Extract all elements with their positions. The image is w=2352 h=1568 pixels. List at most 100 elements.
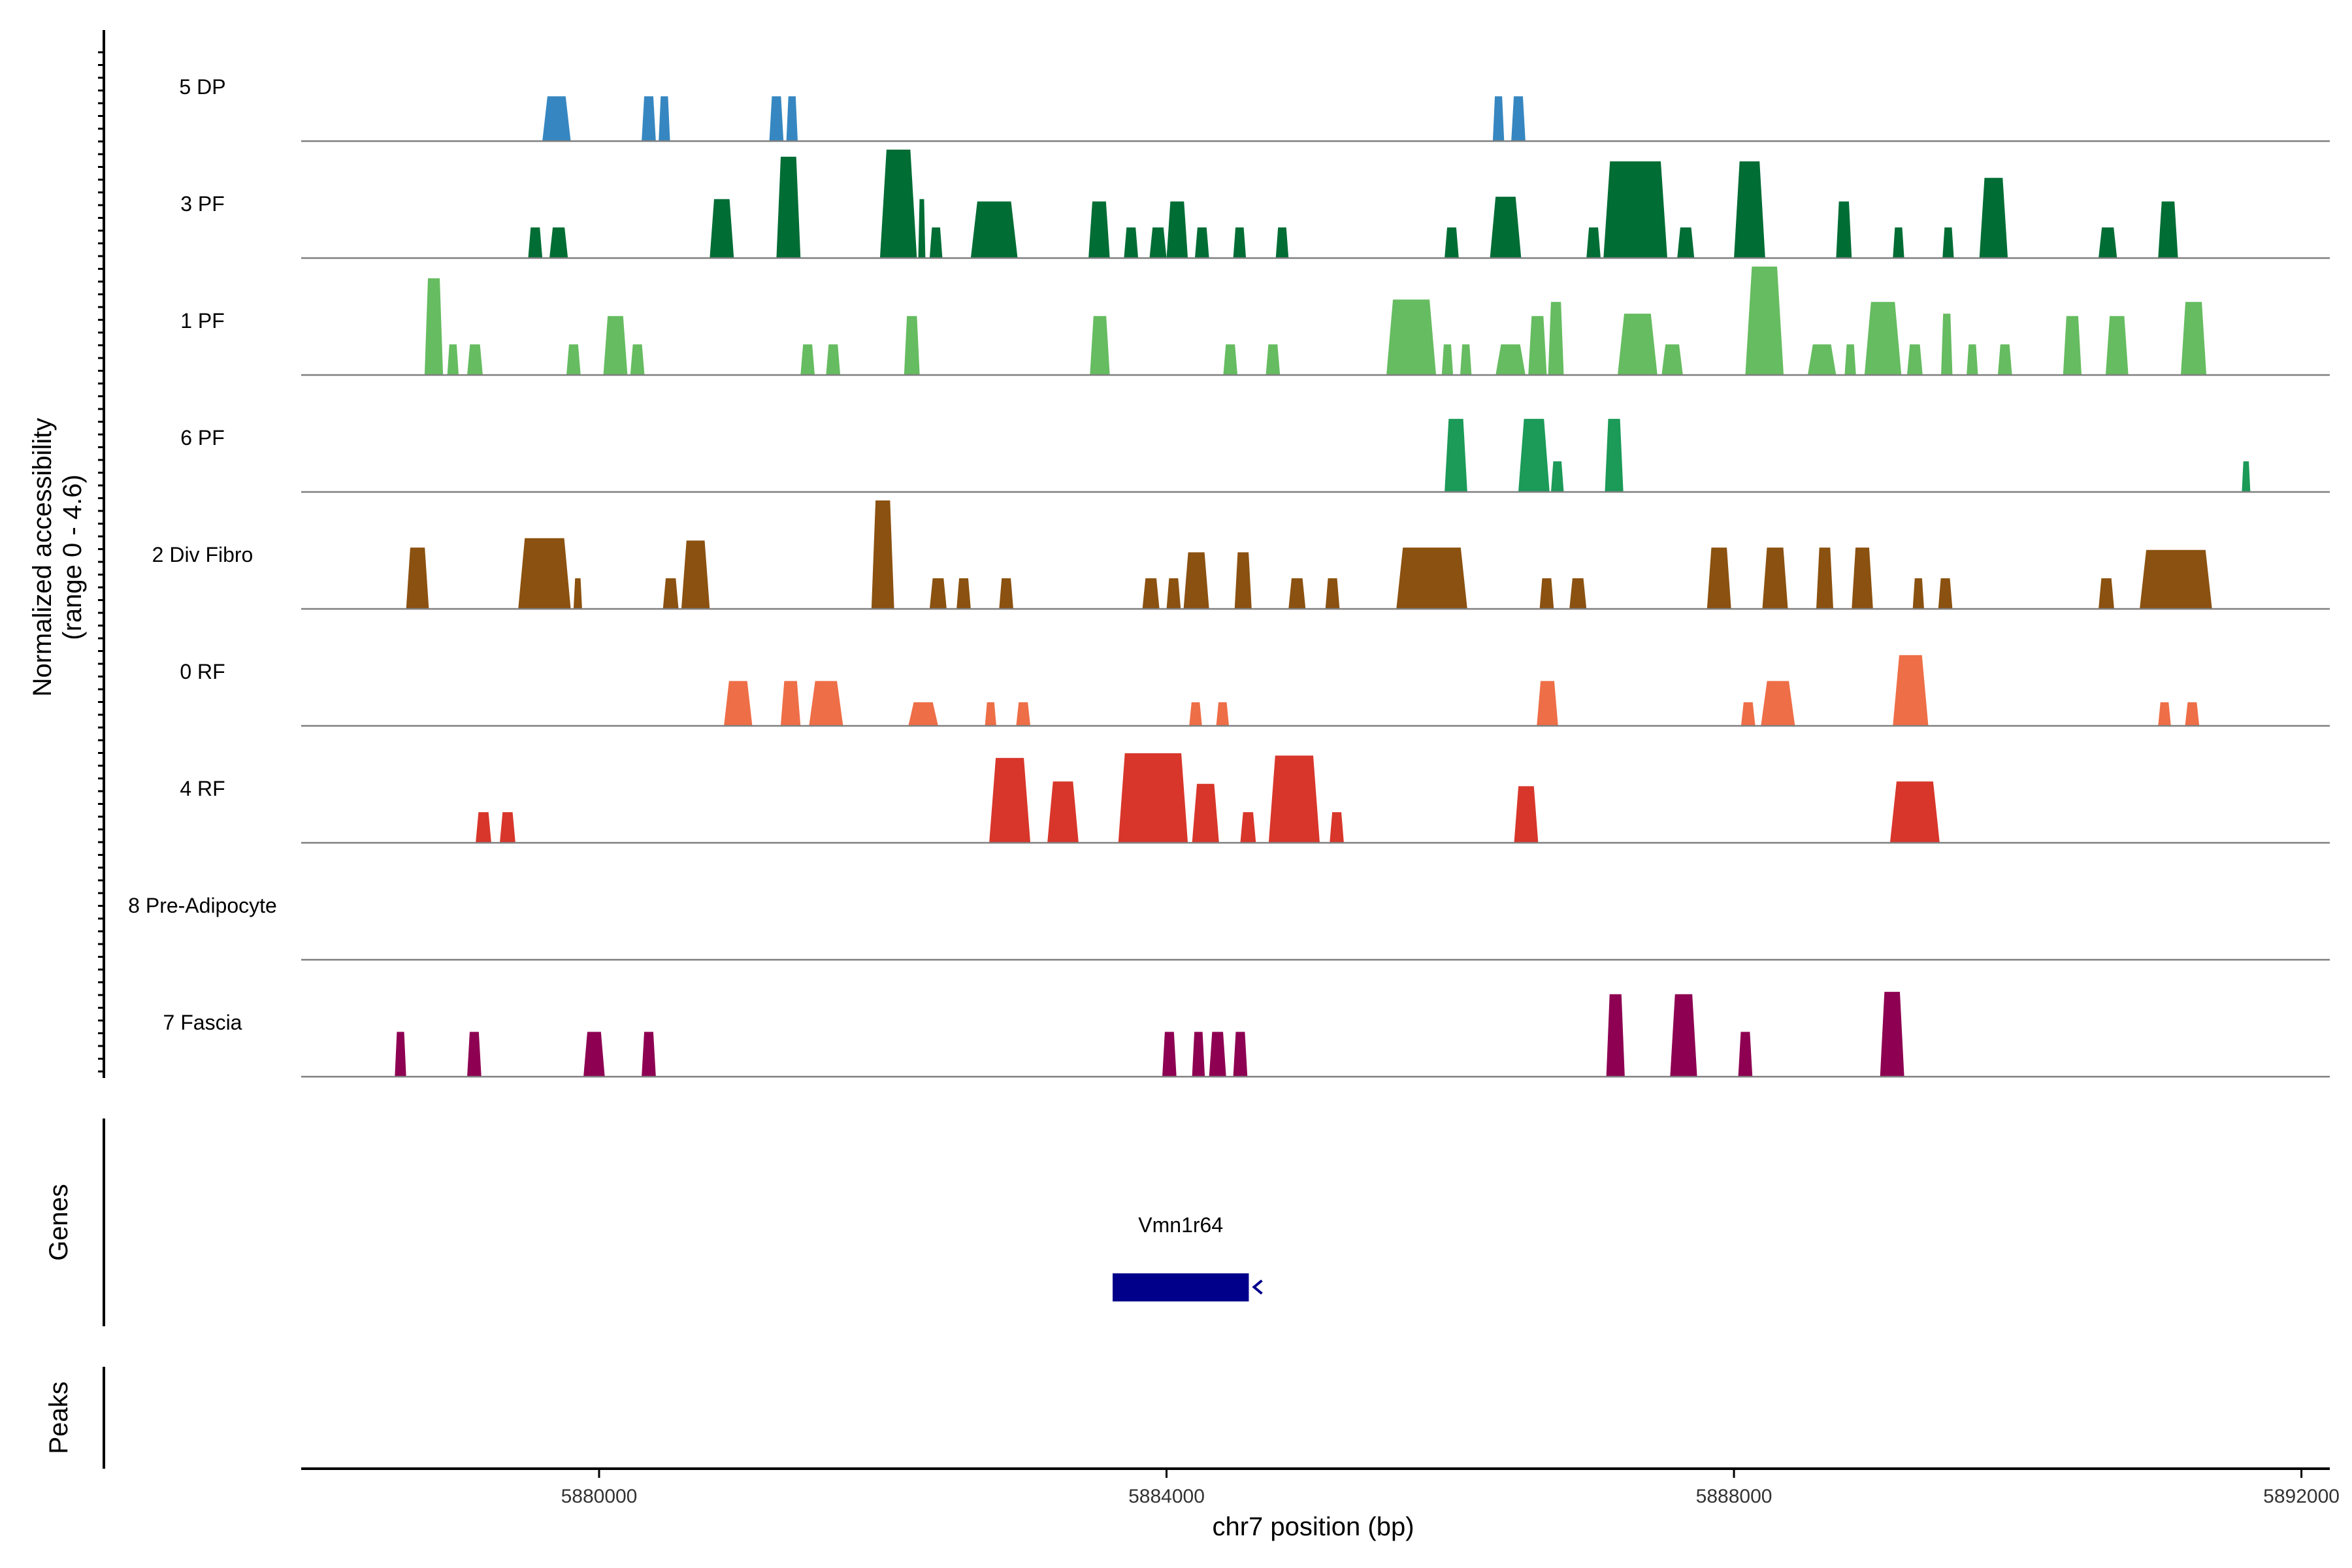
peak [499,812,515,843]
peak [970,201,1018,258]
peak [1275,227,1289,258]
x-tick-label: 5892000 [2263,1486,2340,1507]
peak [630,344,645,375]
peak [2185,702,2200,726]
peak [1166,201,1188,258]
peak [985,702,996,726]
peak [929,578,947,609]
peak [1941,314,1953,375]
peak [2099,578,2114,609]
peak [1603,161,1667,258]
peak [786,96,798,141]
peak [1979,178,2008,258]
peak [1124,227,1139,258]
track-label: 4 RF [180,777,225,800]
track-label: 1 PF [180,309,225,333]
peak [447,344,459,375]
genes-panel-label: Genes [44,1184,73,1261]
peak [1605,419,1624,492]
peak [871,500,894,609]
track-7-fascia: 7 Fascia [163,992,2330,1078]
peak [1606,994,1625,1077]
peak [1396,547,1467,609]
peak [1268,755,1320,843]
peak [1490,197,1522,258]
peak [1569,578,1587,609]
peak [1233,227,1247,258]
track-8-pre-adipocyte: 8 Pre-Adipocyte [128,894,2330,961]
peak [642,96,656,141]
peak [573,578,582,609]
peak [2099,227,2117,258]
peak [1670,994,1697,1077]
peak [2158,201,2178,258]
peak [406,547,429,609]
peak [1942,227,1954,258]
peak [809,681,843,726]
peak [1192,1032,1205,1077]
peak [1518,419,1550,492]
peak [1537,681,1558,726]
peak [1539,578,1554,609]
peak [1288,578,1306,609]
peak [476,812,491,843]
track-label: 5 DP [179,75,225,99]
peak [908,702,938,726]
peak [467,1032,482,1077]
y-axis-ticks [98,51,104,1073]
peak [776,156,801,258]
x-tick-label: 5888000 [1696,1486,1772,1507]
peak [918,199,926,258]
peak [681,540,710,609]
track-label: 0 RF [180,660,225,683]
peak [1906,344,1923,375]
peak [780,681,801,726]
peak [467,344,483,375]
peak [1325,578,1340,609]
peak [395,1032,406,1077]
peak [956,578,971,609]
peak [2063,316,2082,375]
peak [1880,992,1904,1077]
peak [1016,702,1031,726]
peak [603,316,628,375]
peak [1194,227,1209,258]
peak [1864,302,1902,375]
track-3-pf: 3 PF [180,150,2330,259]
peak [724,681,753,726]
gene-vmn1r64: Vmn1r64 [1113,1213,1263,1301]
y-axis-title-line1: Normalized accessibility [28,418,57,697]
peak [662,578,679,609]
peak [1183,552,1209,609]
peak [2242,461,2251,492]
peak [1234,552,1252,609]
x-tick-label: 5884000 [1128,1486,1205,1507]
peak [769,96,784,141]
x-axis-ticks: 5880000 5884000 5888000 5892000 [561,1469,2340,1507]
peak [1386,299,1437,375]
peak [1189,702,1202,726]
x-axis-title: chr7 position (bp) [1212,1512,1414,1541]
peak [1240,812,1256,843]
peak [1330,812,1344,843]
peak [1967,344,1978,375]
peak [800,344,815,375]
peak [710,199,734,258]
peak [904,316,920,375]
track-label: 2 Div Fibro [152,543,253,566]
peak [518,538,571,609]
track-label: 3 PF [180,192,225,216]
track-label: 6 PF [180,426,225,449]
peak [1734,161,1765,258]
peak [1460,344,1472,375]
peaks-panel-label: Peaks [44,1381,73,1454]
peak [1893,227,1904,258]
peak [1807,344,1837,375]
peak [1445,227,1459,258]
peak [1445,419,1467,492]
peak [929,227,943,258]
peak [1166,578,1181,609]
track-2-div-fibro: 2 Div Fibro [152,500,2330,610]
peak [424,278,444,375]
peak [659,96,670,141]
